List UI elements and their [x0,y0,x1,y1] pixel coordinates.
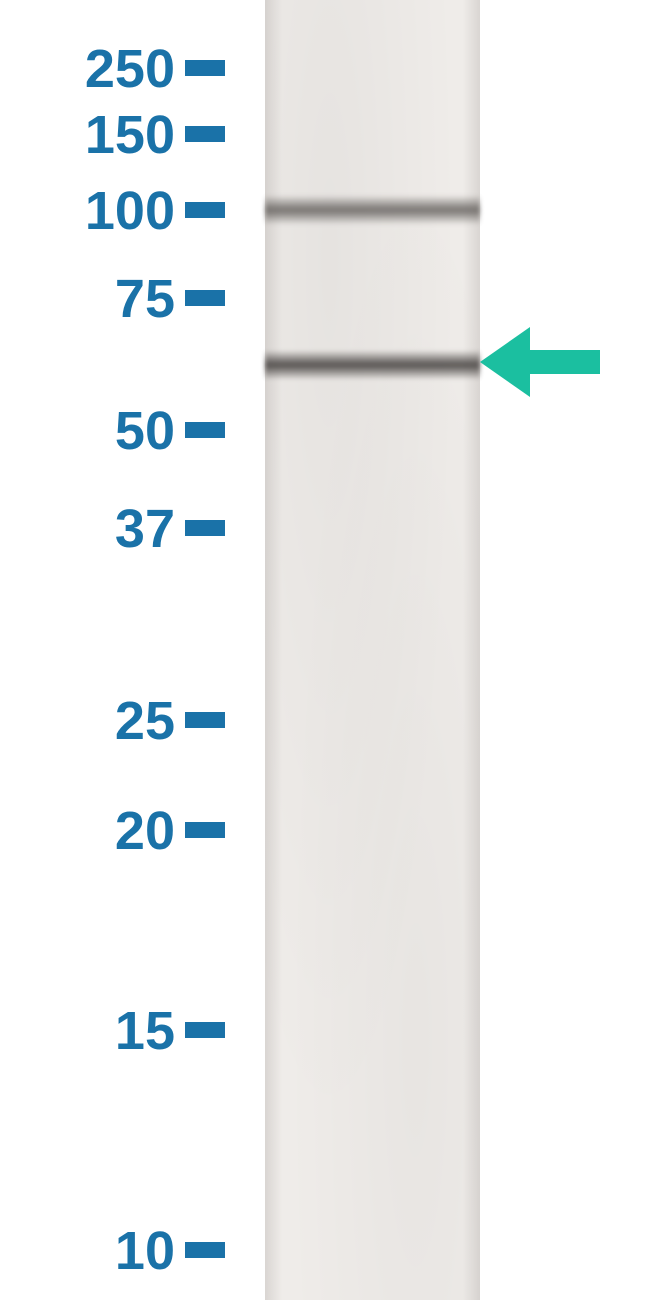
ladder-label-75: 75 [115,268,175,330]
ladder-label-37: 37 [115,498,175,560]
ladder-label-15: 15 [115,1000,175,1062]
ladder-tick-150 [185,126,225,142]
ladder-label-10: 10 [115,1220,175,1282]
blot-band-1 [265,195,480,225]
arrow-icon [480,327,600,397]
blot-canvas: 250150 100 75 50 37 25 20 15 10 [0,0,650,1300]
ladder-tick-100 [185,202,225,218]
ladder-tick-10 [185,1242,225,1258]
ladder-tick-50 [185,422,225,438]
blot-band-2 [265,350,480,380]
ladder-tick-250 [185,60,225,76]
ladder-label-250: 250 [85,38,175,100]
ladder-tick-75 [185,290,225,306]
ladder-label-50: 50 [115,400,175,462]
ladder-tick-25 [185,712,225,728]
ladder-tick-20 [185,822,225,838]
ladder-tick-37 [185,520,225,536]
blot-lane [265,0,480,1300]
ladder-label-20: 20 [115,800,175,862]
ladder-label-100: 100 [85,180,175,242]
ladder-label-150: 150 [85,104,175,166]
ladder-tick-15 [185,1022,225,1038]
ladder-label-25: 25 [115,690,175,752]
